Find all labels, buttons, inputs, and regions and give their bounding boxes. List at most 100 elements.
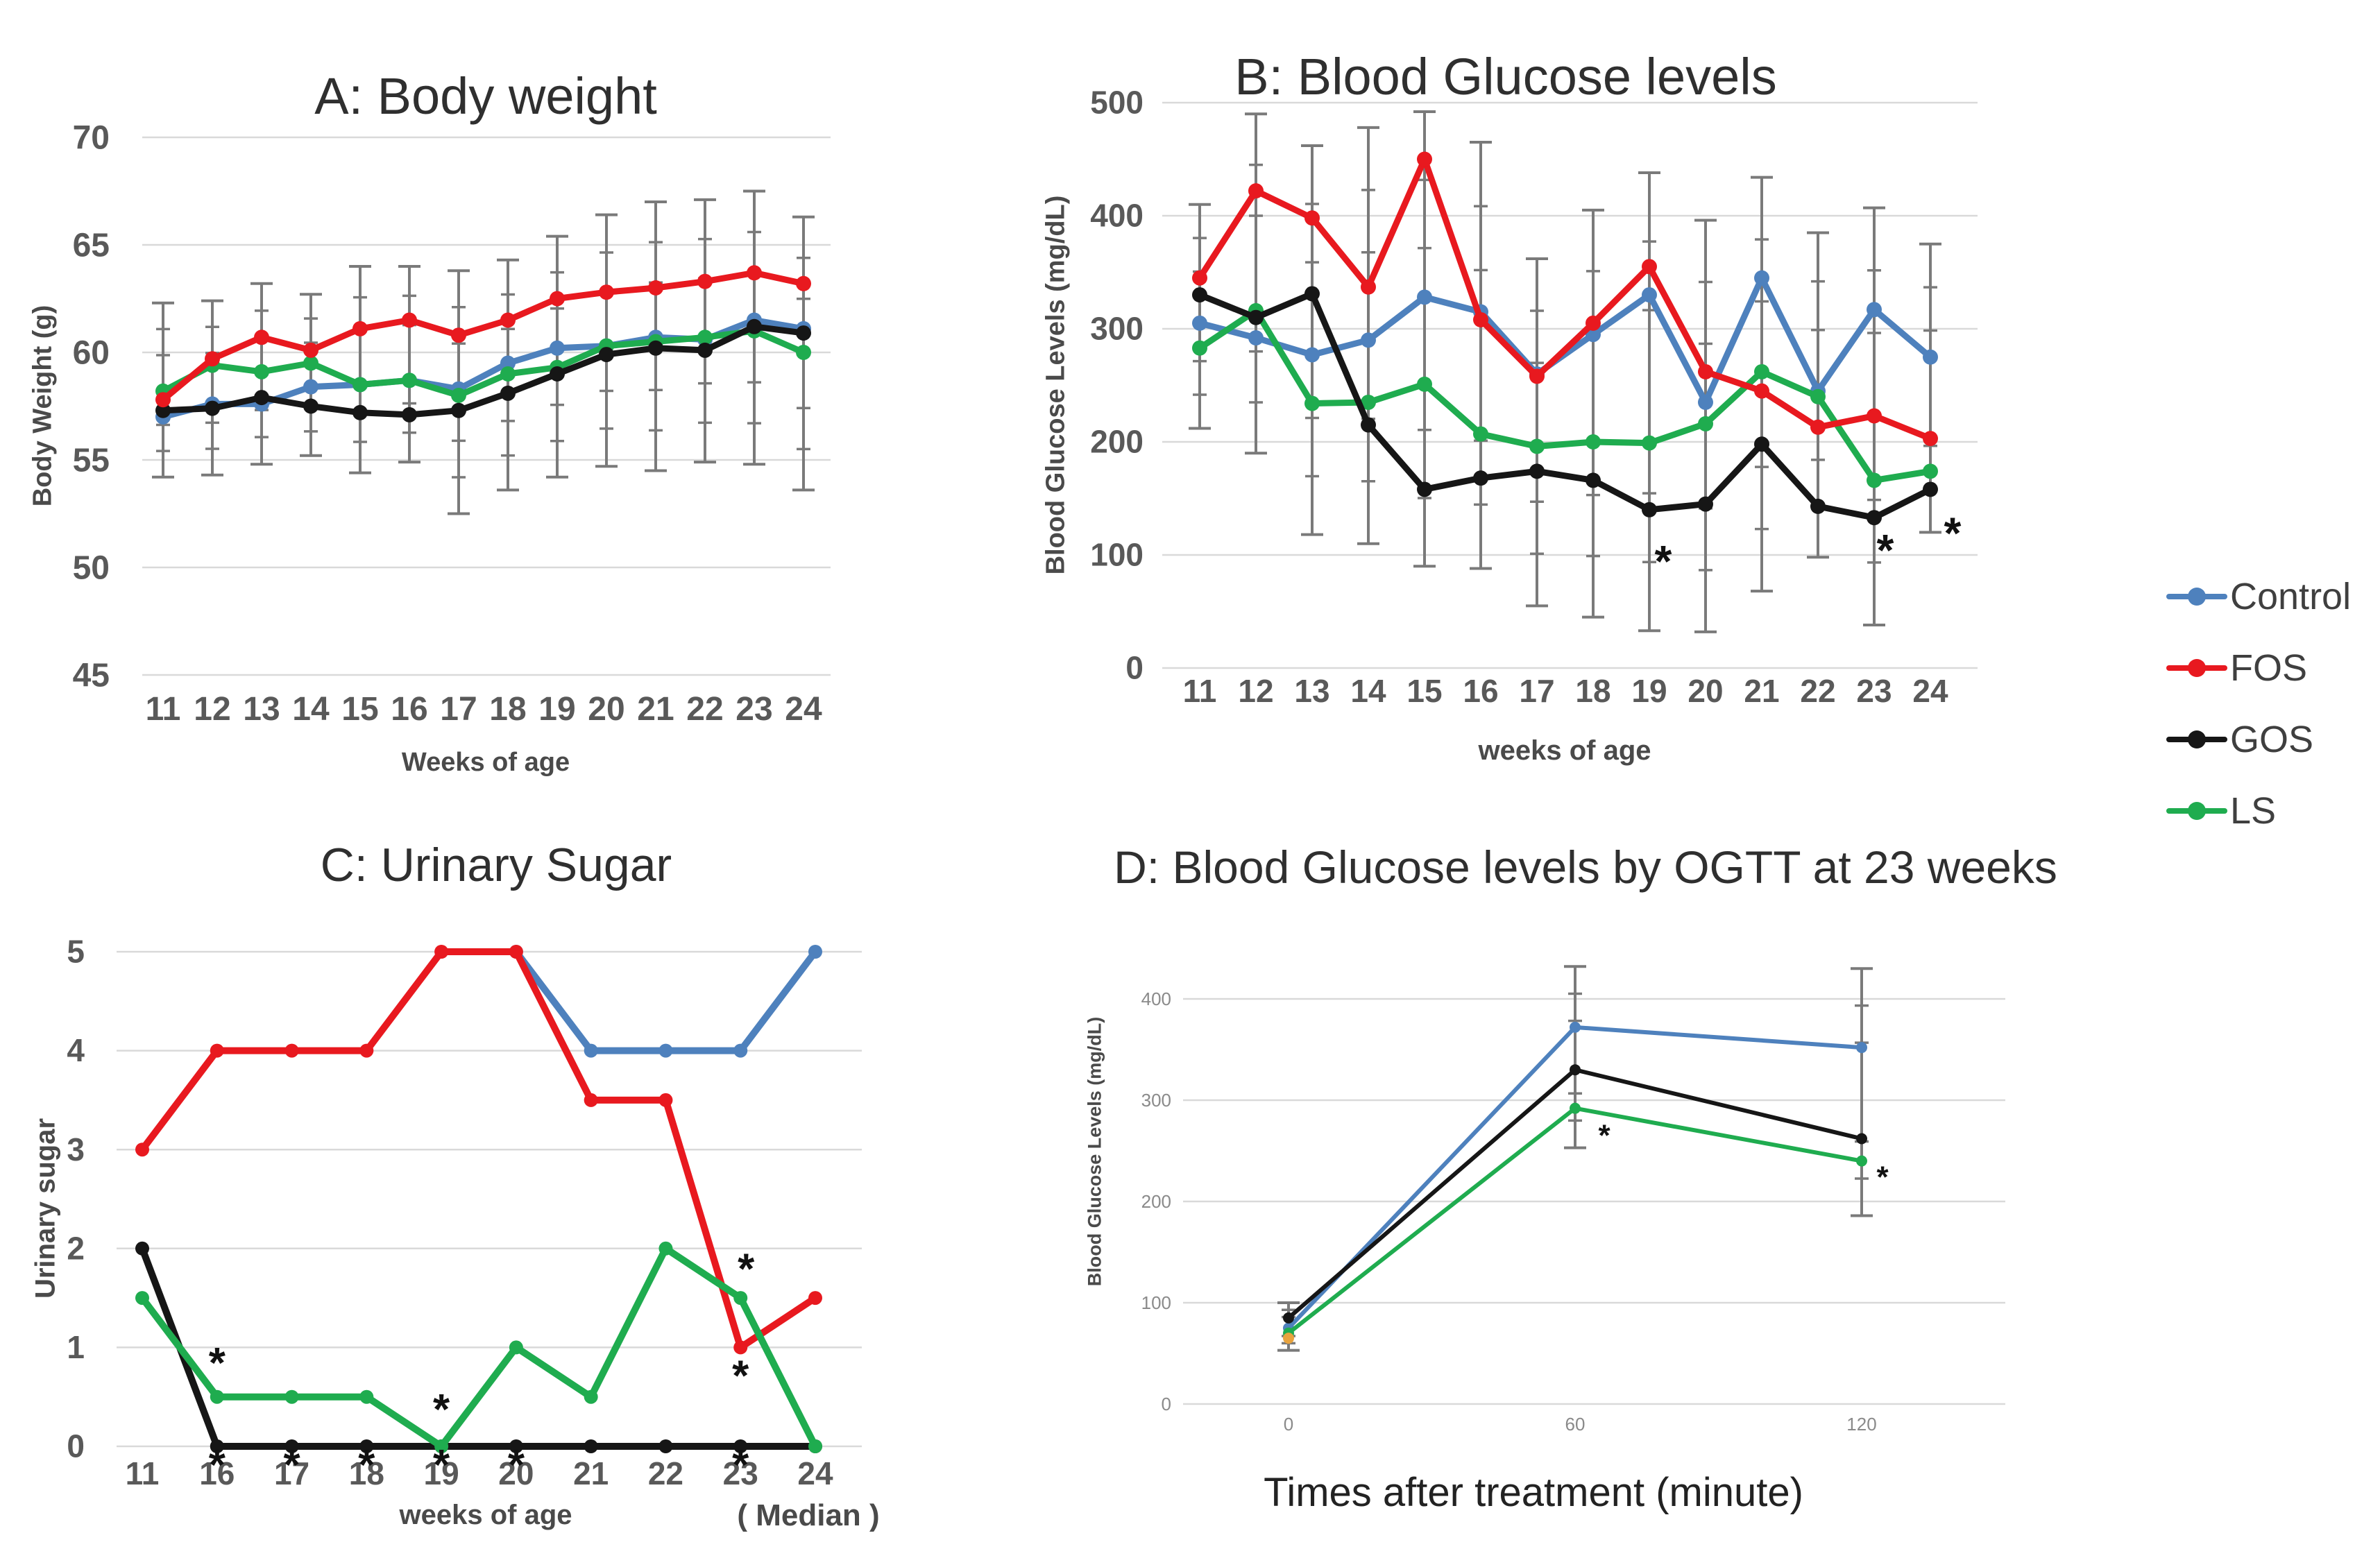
series-marker-fos — [434, 945, 449, 959]
control-line-swatch — [2166, 588, 2227, 606]
error-bar — [1245, 112, 1267, 455]
x-tick-label: 60 — [1565, 1414, 1586, 1435]
series-marker-fos — [747, 265, 762, 281]
x-tick-label: 22 — [686, 691, 723, 728]
series-marker-control — [1923, 349, 1938, 365]
error-bar — [1638, 171, 1660, 633]
series-marker-ls — [1473, 426, 1488, 442]
series-line-ls — [160, 327, 807, 399]
significance-asterisk: * — [1944, 508, 1962, 558]
significance-asterisk: * — [283, 1441, 300, 1489]
series-marker-gos — [509, 1439, 523, 1453]
series-line-gos — [160, 323, 807, 418]
series-marker-fos — [254, 330, 269, 345]
legend: Control FOS GOS LS — [2166, 576, 2351, 832]
x-tick-label: 17 — [274, 1455, 309, 1491]
y-tick-label: 100 — [1141, 1292, 1171, 1313]
legend-item-fos: FOS — [2166, 647, 2351, 689]
series-marker-ls — [284, 1389, 299, 1404]
legend-item-ls: LS — [2166, 790, 2351, 832]
y-tick-label: 400 — [1090, 198, 1144, 234]
series-marker-gos — [658, 1439, 673, 1453]
series-marker-ls — [658, 1241, 673, 1256]
x-tick-label: 13 — [1294, 673, 1329, 709]
y-tick-label: 0 — [67, 1428, 85, 1464]
x-tick-label: 24 — [1912, 673, 1948, 709]
series-marker-gos — [210, 1439, 224, 1453]
y-tick-label: 45 — [73, 657, 110, 694]
x-tick-label: 21 — [1744, 673, 1779, 709]
fos-marker-icon — [2188, 659, 2206, 677]
series-marker-fos — [500, 312, 516, 328]
series-marker-fos — [648, 280, 663, 296]
series-marker-gos — [796, 325, 811, 341]
error-bar — [1470, 141, 1492, 570]
x-tick-label: 11 — [126, 1455, 160, 1491]
series-marker-fos — [1361, 279, 1376, 295]
series-marker-gos — [155, 402, 171, 418]
series-marker-gos — [284, 1439, 299, 1453]
series-marker-fos — [352, 320, 368, 336]
legend-item-control: Control — [2166, 576, 2351, 617]
significance-asterisk: * — [732, 1353, 749, 1401]
x-tick-label: 15 — [341, 691, 378, 728]
chart-d-x-axis-label: Times after treatment (minute) — [1264, 1470, 1803, 1515]
series-marker-gos — [599, 347, 614, 363]
series-marker-control — [500, 355, 516, 371]
series-line-fos — [139, 948, 819, 1351]
y-tick-label: 300 — [1090, 311, 1144, 347]
y-tick-label: 400 — [1141, 989, 1171, 1009]
series-marker-gos — [1529, 463, 1545, 479]
y-tick-label: 200 — [1141, 1191, 1171, 1212]
series-marker-ls — [1754, 363, 1769, 379]
gos-marker-icon — [2188, 730, 2206, 748]
series-marker-ls — [1361, 394, 1376, 410]
series-marker-gos — [1283, 1312, 1294, 1324]
series-marker-fos — [205, 351, 220, 367]
chart-a-x-axis-label: Weeks of age — [401, 748, 570, 777]
chart-b-y-axis-label: Blood Glucose Levels (mg/dL) — [1041, 195, 1071, 575]
y-tick-label: 3 — [67, 1131, 85, 1167]
series-marker-fos — [359, 1043, 374, 1058]
x-tick-label: 20 — [588, 691, 624, 728]
series-marker-gos — [733, 1439, 748, 1453]
series-marker-control — [1754, 270, 1769, 286]
series-marker-control — [550, 340, 565, 356]
series-marker-control — [658, 1043, 673, 1058]
series-marker-fos — [1283, 1333, 1294, 1344]
series-marker-ls — [359, 1389, 374, 1404]
series-marker-ls — [1192, 340, 1207, 356]
series-line-ls — [139, 1244, 819, 1450]
series-marker-fos — [697, 273, 713, 289]
chart-c-title: C: Urinary Sugar — [320, 839, 672, 891]
significance-asterisk: * — [209, 1340, 226, 1387]
x-tick-label: 21 — [573, 1455, 609, 1491]
series-marker-gos — [1192, 287, 1207, 303]
series-marker-fos — [402, 312, 417, 328]
y-tick-label: 100 — [1090, 537, 1144, 573]
x-tick-label: 13 — [243, 691, 280, 728]
y-tick-label: 70 — [73, 119, 110, 156]
series-marker-gos — [359, 1439, 374, 1453]
y-tick-label: 500 — [1090, 85, 1144, 121]
series-marker-ls — [402, 373, 417, 388]
ls-marker-icon — [2188, 802, 2206, 820]
x-tick-label: 16 — [391, 691, 427, 728]
series-marker-gos — [1698, 496, 1713, 512]
series-marker-gos — [500, 385, 516, 401]
series-marker-fos — [451, 327, 466, 343]
series-marker-gos — [402, 406, 417, 422]
series-marker-gos — [584, 1439, 598, 1453]
x-tick-label: 17 — [440, 691, 477, 728]
significance-asterisk: * — [738, 1246, 755, 1294]
series-marker-gos — [1856, 1133, 1867, 1145]
y-tick-label: 4 — [67, 1032, 85, 1068]
series-marker-gos — [1586, 472, 1601, 488]
x-tick-label: 18 — [349, 1455, 384, 1491]
control-marker-icon — [2188, 588, 2206, 606]
x-tick-label: 12 — [1238, 673, 1273, 709]
x-tick-label: 21 — [637, 691, 674, 728]
legend-label-ls: LS — [2230, 790, 2277, 832]
